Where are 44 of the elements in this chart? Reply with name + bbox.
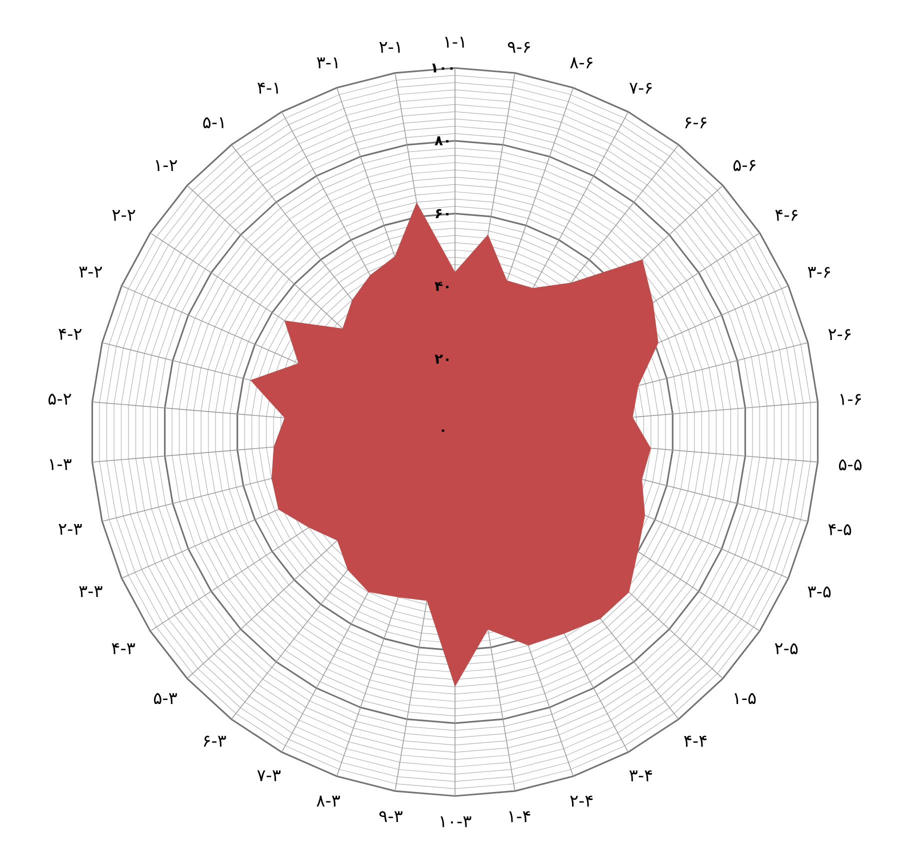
spoke-label: ۱-۱: [445, 36, 464, 48]
spoke-label: ۵-۲: [48, 394, 72, 405]
spoke-label: ۴-۳: [112, 643, 135, 654]
spoke-label: ۹-۳: [379, 811, 402, 822]
spoke-label: ۷-۳: [257, 770, 281, 782]
y-tick-label: ۴۰: [434, 282, 448, 291]
spoke-label: ۴-۲: [58, 328, 82, 340]
spoke-label: ۱-۵: [734, 693, 756, 704]
spoke-label: ۵-۵: [838, 459, 862, 470]
spoke-label: ۴-۴: [684, 736, 707, 747]
spoke-label: ۲-۲: [112, 210, 136, 221]
spoke-label: ۴-۱: [258, 82, 278, 94]
y-tick-label: ۶۰: [436, 209, 448, 218]
spoke-label: ۵-۶: [733, 160, 756, 171]
spoke-label: ۶-۳: [204, 736, 226, 747]
spoke-label: ۳-۵: [808, 586, 831, 598]
spoke-label: ۲-۴: [570, 796, 593, 807]
spoke-label: ۶-۶: [685, 117, 706, 128]
spoke-label: ۲-۱: [379, 42, 400, 53]
spoke-label: ۸-۶: [570, 57, 592, 68]
spoke-label: ۳-۱: [316, 58, 338, 68]
spoke-label: ۹-۶: [508, 42, 530, 53]
spoke-label: ۲-۶: [828, 329, 850, 340]
spoke-label: ۱-۶: [840, 394, 861, 405]
spoke-label: ۴-۵: [828, 524, 852, 536]
spoke-label: ۲-۵: [774, 643, 798, 654]
spoke-label: ۷-۶: [629, 82, 652, 94]
y-tick-label: ۸۰: [434, 136, 448, 146]
y-tick-label: ۱۰۰: [432, 64, 453, 72]
spoke-label: ۱۰-۳: [440, 816, 472, 828]
spoke-label: ۸-۳: [316, 796, 340, 806]
y-tick-label: ۲۰: [434, 354, 448, 364]
spoke-label: ۳-۳: [79, 586, 102, 597]
y-tick-label: ۰: [442, 429, 444, 432]
spoke-label: ۲-۳: [58, 524, 82, 535]
spoke-label: ۳-۶: [808, 266, 830, 278]
spoke-label: ۳-۴: [629, 770, 652, 782]
spoke-label: ۵-۳: [154, 693, 177, 704]
spoke-label: ۵-۱: [203, 117, 224, 128]
spoke-label: ۴-۶: [775, 210, 798, 221]
spoke-label: ۱-۴: [509, 811, 530, 822]
spoke-label: ۱-۲: [156, 160, 178, 171]
spoke-label: ۳-۲: [79, 266, 102, 278]
spoke-label: ۱-۳: [50, 459, 72, 470]
